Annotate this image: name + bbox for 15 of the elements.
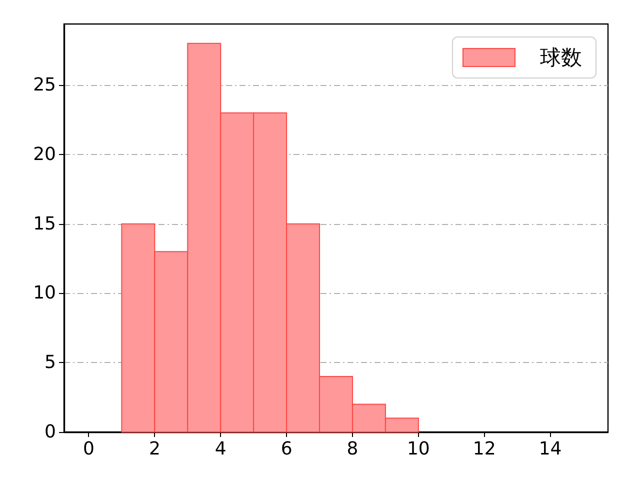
y-tick-label: 5 — [44, 352, 56, 374]
x-tick-label: 4 — [214, 438, 226, 460]
legend-label: 球数 — [540, 46, 582, 70]
y-tick-label: 15 — [33, 213, 56, 234]
y-tick-label: 10 — [33, 282, 56, 304]
y-tick-label: 0 — [44, 422, 56, 442]
x-tick-label: 12 — [472, 438, 496, 460]
x-tick-label: 8 — [346, 438, 358, 460]
x-tick-label: 14 — [538, 438, 562, 460]
x-tick-label: 10 — [406, 438, 430, 460]
y-tick-label: 20 — [33, 144, 56, 165]
x-tick-label: 2 — [148, 438, 160, 460]
x-tick-label: 0 — [83, 438, 94, 460]
x-tick-label: 6 — [280, 438, 292, 460]
y-tick-label: 25 — [33, 74, 56, 96]
